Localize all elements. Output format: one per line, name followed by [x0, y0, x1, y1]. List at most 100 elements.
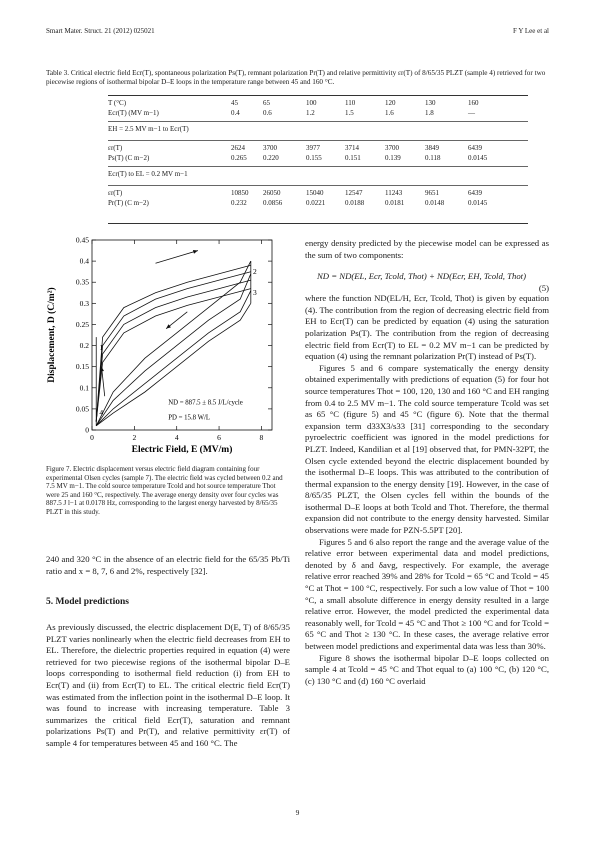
olsen-cycle-line — [95, 279, 251, 422]
paragraph-function-definition: where the function ND(EL/H, Ecr, Tcold, … — [305, 293, 549, 362]
x-axis-label: Electric Field, E (MV/m) — [132, 444, 233, 455]
table-row-label: Ps(T) (C m−2) — [108, 154, 150, 162]
table-cell: 45 — [231, 99, 238, 107]
table-row: Ps(T) (C m−2) 0.265 0.220 0.155 0.151 0.139 0.… — [108, 154, 528, 164]
corner-label: 1 — [99, 343, 103, 352]
table-3: T (°C) 45 65 100 110 120 130 160 Ecr(T) (MV m−1)… — [108, 99, 528, 219]
olsen-cycle-line — [95, 288, 251, 422]
table-section-note: Ecr(T) to EL = 0.2 MV m−1 — [108, 170, 188, 178]
paragraph-relative-error: Figures 5 and 6 also report the range an… — [305, 536, 549, 651]
table-rule-top — [108, 95, 528, 96]
table-rule — [108, 121, 528, 122]
table-cell: 1.6 — [385, 109, 394, 117]
table-cell: 100 — [306, 99, 317, 107]
arrow-head-icon — [100, 366, 104, 372]
table-cell: 1.8 — [425, 109, 434, 117]
corner-label: 3 — [253, 288, 257, 297]
arrow-head-icon — [166, 324, 171, 329]
olsen-cycle-line — [95, 264, 251, 422]
y-tick-label: 0.25 — [76, 320, 89, 329]
running-header-journal: Smart Mater. Struct. 21 (2012) 025021 — [46, 27, 155, 35]
table-cell: 3700 — [263, 144, 277, 152]
chart-annotation: ND = 887.5 ± 8.5 J/L/cycle — [168, 400, 243, 407]
table-cell: 15040 — [306, 189, 324, 197]
table-row-label: T (°C) — [108, 99, 127, 107]
table-row-label: εr(T) — [108, 189, 123, 197]
table-cell: 0.155 — [306, 154, 322, 162]
olsen-cycle-line — [95, 273, 252, 427]
table-cell: 1.2 — [306, 109, 315, 117]
corner-label: 2 — [253, 267, 257, 276]
table-cell: — — [468, 109, 475, 117]
table-caption: Table 3. Critical electric field Ecr(T),… — [46, 69, 546, 86]
paragraph-energy-density: energy density predicted by the piecewis… — [305, 238, 549, 260]
table-cell: 65 — [263, 99, 270, 107]
figure-caption: Figure 7. Electric displacement versus e… — [46, 465, 283, 516]
olsen-cycle-line — [95, 303, 252, 427]
table-cell: 3700 — [385, 144, 399, 152]
table-cell: 130 — [425, 99, 436, 107]
arrow-icon — [101, 366, 106, 397]
y-tick-label: 0.35 — [76, 278, 89, 287]
y-tick-label: 0.4 — [80, 257, 90, 266]
y-tick-label: 0.1 — [80, 383, 90, 392]
table-cell: 6439 — [468, 189, 482, 197]
table-cell: 3849 — [425, 144, 439, 152]
paragraph-continued: 240 and 320 °C in the absence of an elec… — [46, 554, 290, 576]
table-rule — [108, 166, 528, 167]
paragraph-figures-compare: Figures 5 and 6 compare systematically t… — [305, 362, 549, 536]
running-header-authors: F Y Lee et al — [512, 27, 549, 35]
table-cell: 0.0188 — [345, 199, 365, 207]
table-cell: 0.0221 — [306, 199, 326, 207]
table-cell: 0.0181 — [385, 199, 405, 207]
y-tick-label: 0.05 — [76, 404, 89, 413]
y-tick-label: 0 — [85, 426, 89, 435]
table-cell: 0.220 — [263, 154, 279, 162]
table-cell: 2624 — [231, 144, 245, 152]
table-cell: 0.265 — [231, 154, 247, 162]
y-tick-label: 0.2 — [80, 341, 90, 350]
table-row: Pr(T) (C m−2) 0.232 0.0856 0.0221 0.0188 0.01… — [108, 199, 528, 209]
x-tick-label: 4 — [175, 433, 179, 442]
olsen-cycle-line — [95, 260, 252, 426]
table-cell: 0.139 — [385, 154, 401, 162]
y-tick-label: 0.3 — [80, 299, 90, 308]
table-cell: 9651 — [425, 189, 439, 197]
table-cell: 0.4 — [231, 109, 240, 117]
x-tick-label: 2 — [132, 433, 136, 442]
table-cell: 26050 — [263, 189, 281, 197]
table-cell: 0.6 — [263, 109, 272, 117]
table-cell: 110 — [345, 99, 356, 107]
x-tick-label: 0 — [90, 433, 94, 442]
table-row-label: Ecr(T) (MV m−1) — [108, 109, 159, 117]
table-row: Ecr(T) (MV m−1) 0.4 0.6 1.2 1.5 1.6 1.8 — — [108, 109, 528, 119]
olsen-cycle-line — [95, 271, 251, 422]
table-cell: 120 — [385, 99, 396, 107]
table-cell: 0.0145 — [468, 154, 488, 162]
page-number: 9 — [295, 808, 300, 817]
table-cell: 0.118 — [425, 154, 441, 162]
table-cell: 0.0856 — [263, 199, 283, 207]
table-rule-bottom — [108, 223, 528, 224]
table-cell: 11243 — [385, 189, 403, 197]
table-cell: 0.151 — [345, 154, 361, 162]
table-row: εr(T) 2624 3700 3977 3714 3700 3849 6439 — [108, 144, 528, 154]
paragraph-model-predictions: As previously discussed, the electric di… — [46, 622, 290, 748]
table-cell: 3714 — [345, 144, 359, 152]
equation-number: (5) — [538, 283, 549, 294]
figure-7-chart: 0 2 4 6 8 0 0.05 0.1 0.15 0.2 0.25 0.3 0.35 0.4 0.45 1 2… — [46, 236, 273, 455]
chart-annotation: PD = 15.8 W/L — [168, 414, 210, 421]
plot-frame — [91, 239, 273, 431]
y-tick-label: 0.45 — [76, 236, 89, 245]
table-row-label: εr(T) — [108, 144, 123, 152]
equation-5: ND = ND(EL, Ecr, Tcold, Thot) + ND(Ecr, … — [317, 271, 526, 282]
table-cell: 12547 — [345, 189, 363, 197]
table-rule — [108, 185, 528, 186]
table-cell: 1.5 — [345, 109, 354, 117]
table-cell: 160 — [468, 99, 479, 107]
table-row: T (°C) 45 65 100 110 120 130 160 — [108, 99, 528, 109]
table-cell: 3977 — [306, 144, 320, 152]
arrow-head-icon — [192, 250, 198, 254]
table-cell: 6439 — [468, 144, 482, 152]
